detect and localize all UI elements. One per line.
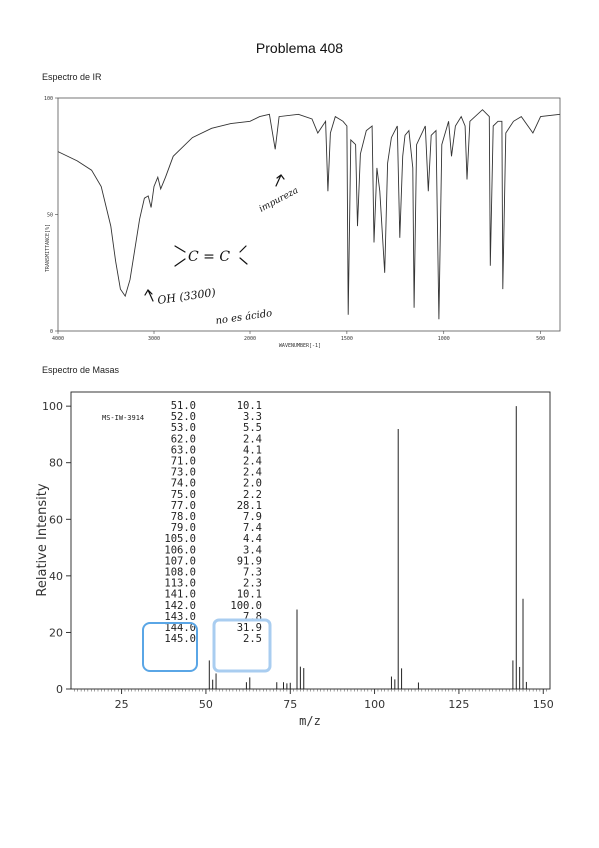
ms-table-intensity: 4.4 bbox=[243, 533, 262, 545]
ms-table-intensity: 100.0 bbox=[230, 600, 262, 612]
oh-note: OH (3300) bbox=[157, 286, 217, 307]
ms-x-tick-label: 75 bbox=[283, 698, 297, 711]
ms-table-mz: 113.0 bbox=[164, 578, 196, 590]
ir-x-tick-label: 4000 bbox=[52, 336, 64, 342]
ms-table-mz: 62.0 bbox=[171, 433, 196, 445]
ir-x-tick-label: 1500 bbox=[341, 336, 353, 342]
ir-x-tick-label: 2000 bbox=[244, 336, 256, 342]
ms-table-intensity: 7.4 bbox=[243, 522, 262, 534]
not-acid-note: no es ácido bbox=[215, 308, 273, 327]
ms-table-intensity: 2.4 bbox=[243, 456, 262, 468]
ms-y-tick-label: 80 bbox=[49, 457, 63, 470]
oh-arrow bbox=[144, 289, 154, 302]
ms-table-mz: 106.0 bbox=[164, 544, 196, 556]
ms-table-intensity: 7.3 bbox=[243, 567, 262, 579]
ms-table-mz: 145.0 bbox=[164, 633, 196, 645]
ms-x-tick-label: 125 bbox=[448, 698, 469, 711]
ms-table-intensity: 3.3 bbox=[243, 411, 262, 423]
ms-x-tick-label: 25 bbox=[115, 698, 129, 711]
ms-table-intensity: 10.1 bbox=[237, 589, 262, 601]
ms-table-mz: 63.0 bbox=[171, 444, 196, 456]
ms-y-tick-label: 20 bbox=[49, 626, 63, 639]
impurity-arrow bbox=[275, 174, 285, 187]
ms-table-intensity: 7.9 bbox=[243, 511, 262, 523]
ms-table-mz: 79.0 bbox=[171, 522, 196, 534]
ms-x-tick-label: 50 bbox=[199, 698, 213, 711]
ms-table-intensity: 3.4 bbox=[243, 544, 262, 556]
ms-table-mz: 53.0 bbox=[171, 422, 196, 434]
ms-table-mz: 143.0 bbox=[164, 611, 196, 623]
ms-table-mz: 142.0 bbox=[164, 600, 196, 612]
ms-table-mz: 107.0 bbox=[164, 555, 196, 567]
highlight-box-intensity bbox=[212, 618, 272, 673]
ir-y-tick-label: 100 bbox=[44, 96, 53, 102]
ms-table-mz: 73.0 bbox=[171, 467, 196, 479]
ms-table-intensity: 10.1 bbox=[237, 400, 262, 412]
ms-y-tick-label: 100 bbox=[42, 400, 63, 413]
ms-table-intensity: 4.1 bbox=[243, 444, 262, 456]
impurity-note: impureza bbox=[258, 186, 300, 215]
ms-section-label: Espectro de Masas bbox=[42, 365, 120, 375]
ms-y-axis-label: Relative Intensity bbox=[35, 483, 50, 596]
ms-y-tick-label: 40 bbox=[49, 570, 63, 583]
alkene-bond-strokes bbox=[174, 245, 248, 267]
mass-spectrum-chart: 0 20 40 60 80 100 25 50 75 100 125 150 Relative In… bbox=[35, 391, 554, 728]
highlight-box-mz bbox=[142, 622, 198, 672]
alkene-note: C = C bbox=[188, 249, 230, 265]
ir-y-tick-label: 0 bbox=[50, 329, 53, 335]
ir-x-tick-label: 3000 bbox=[148, 336, 160, 342]
ir-y-axis-label: TRANSMITTANCE[%] bbox=[45, 224, 51, 272]
ir-x-tick-label: 1000 bbox=[438, 336, 450, 342]
ms-table-intensity: 28.1 bbox=[237, 500, 262, 512]
ms-table-intensity: 31.9 bbox=[237, 622, 262, 634]
ms-table-mz: 71.0 bbox=[171, 456, 196, 468]
ms-table-intensity: 2.5 bbox=[243, 633, 262, 645]
ms-table-intensity: 5.5 bbox=[243, 422, 262, 434]
ms-table-intensity: 2.2 bbox=[243, 489, 262, 501]
ms-table-mz: 78.0 bbox=[171, 511, 196, 523]
ms-table-intensity: 2.3 bbox=[243, 578, 262, 590]
ms-table-mz: 74.0 bbox=[171, 478, 196, 490]
ir-section-label: Espectro de IR bbox=[42, 72, 102, 82]
ms-id-label: MS-IW-3914 bbox=[102, 414, 144, 422]
ms-table-mz: 105.0 bbox=[164, 533, 196, 545]
ms-table-mz: 141.0 bbox=[164, 589, 196, 601]
ms-x-tick-label: 150 bbox=[533, 698, 554, 711]
handwritten-notes bbox=[144, 174, 285, 302]
ms-y-tick-label: 60 bbox=[49, 513, 63, 526]
ir-x-axis-label: WAVENUMBER[-1] bbox=[279, 343, 321, 349]
ms-table-mz: 51.0 bbox=[171, 400, 196, 412]
ms-table-mz: 108.0 bbox=[164, 567, 196, 579]
ms-table-mz: 52.0 bbox=[171, 411, 196, 423]
ms-y-tick-label: 0 bbox=[56, 683, 63, 696]
ms-table-intensity: 2.0 bbox=[243, 478, 262, 490]
ms-table-mz: 75.0 bbox=[171, 489, 196, 501]
page-title: Problema 408 bbox=[255, 40, 344, 56]
ms-table-intensity: 91.9 bbox=[237, 555, 262, 567]
ms-table-mz: 144.0 bbox=[164, 622, 196, 634]
ir-x-tick-label: 500 bbox=[536, 336, 545, 342]
ms-x-axis-label: m/z bbox=[299, 714, 321, 728]
ms-table-intensity: 2.4 bbox=[243, 433, 262, 445]
ir-y-tick-label: 50 bbox=[47, 213, 53, 219]
ir-plot-frame bbox=[57, 97, 561, 332]
ms-x-tick-label: 100 bbox=[364, 698, 385, 711]
ir-spectrum-line bbox=[57, 109, 561, 320]
ms-table-intensity: 2.4 bbox=[243, 467, 262, 479]
ms-table-mz: 77.0 bbox=[171, 500, 196, 512]
